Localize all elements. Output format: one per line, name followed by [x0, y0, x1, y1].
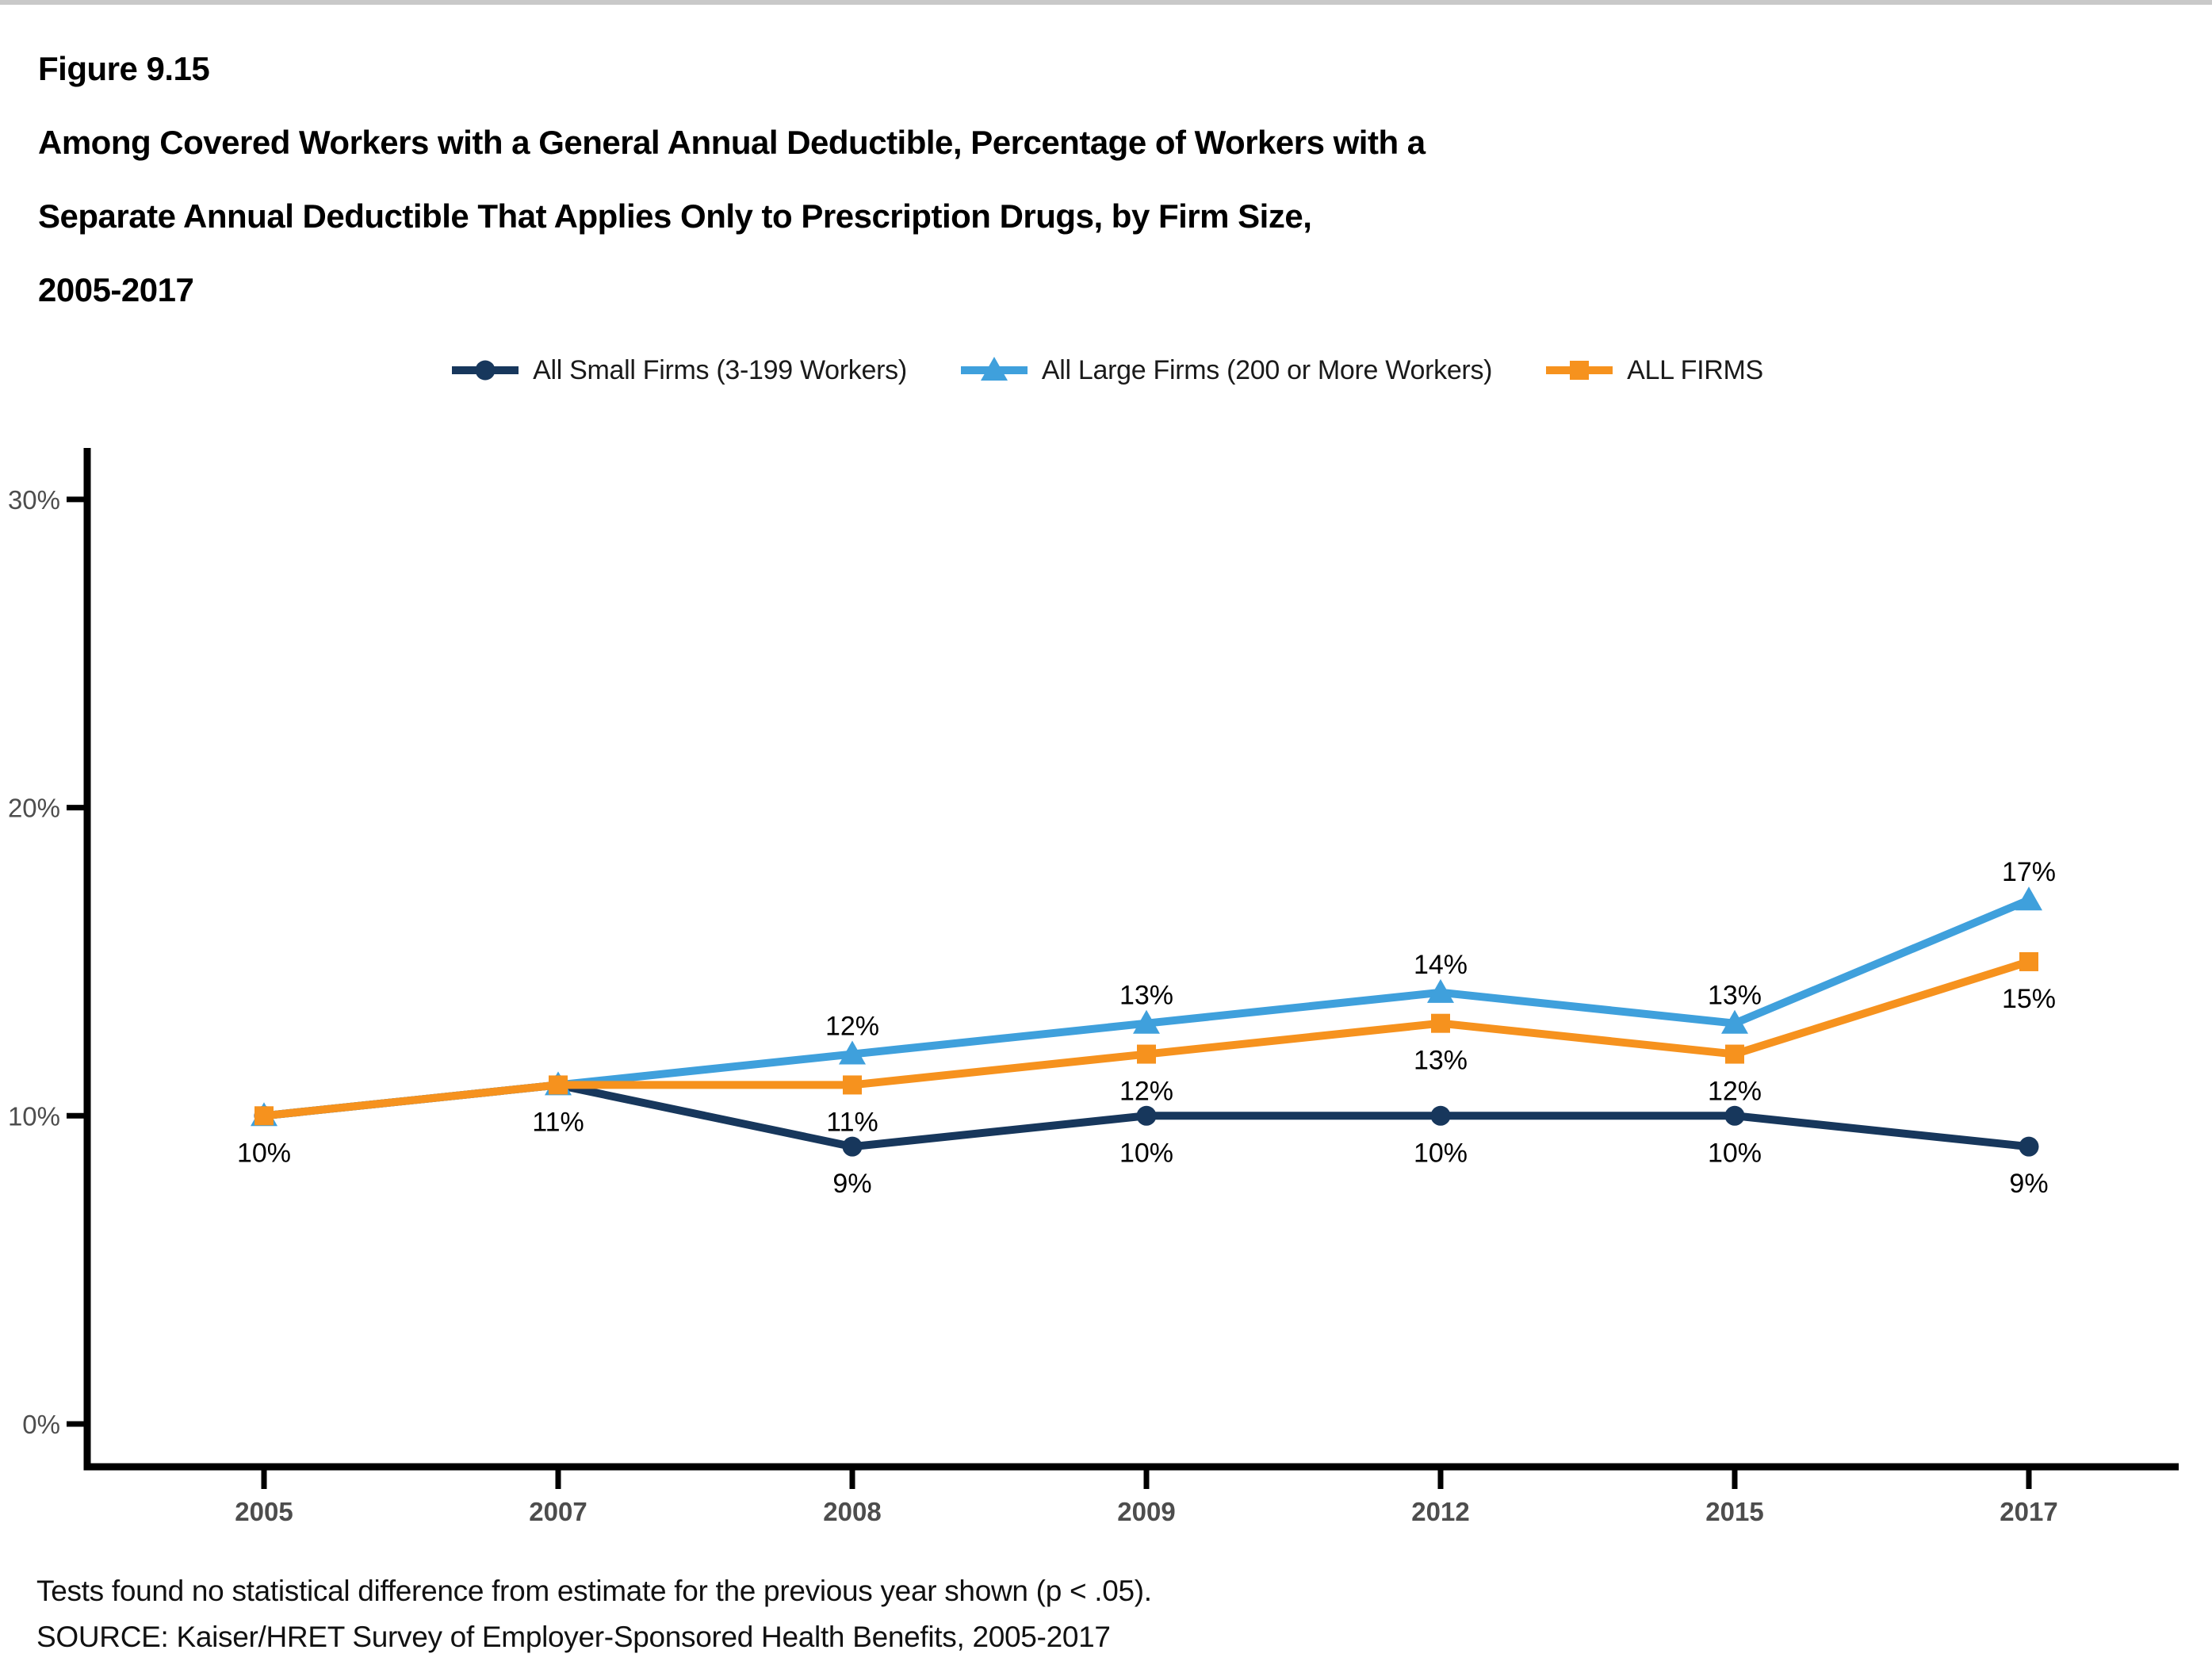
value-label: 14% — [1414, 950, 1468, 980]
value-label: 12% — [1119, 1077, 1173, 1107]
title-block: Figure 9.15 Among Covered Workers with a… — [38, 32, 1426, 327]
value-label: 10% — [1119, 1138, 1173, 1168]
y-axis-tick-label: 10% — [8, 1101, 60, 1131]
y-axis-tick-label: 20% — [8, 794, 60, 823]
legend-marker-shape — [475, 360, 496, 381]
data-point-small-2008 — [842, 1136, 863, 1157]
value-label: 17% — [2002, 857, 2056, 887]
x-axis-tick-label: 2005 — [235, 1497, 293, 1526]
x-axis-tick-label: 2012 — [1411, 1497, 1469, 1526]
value-label: 13% — [1119, 981, 1173, 1011]
figure-number: Figure 9.15 — [38, 50, 210, 87]
value-label: 10% — [1414, 1138, 1468, 1168]
source-note: SOURCE: Kaiser/HRET Survey of Employer-S… — [36, 1621, 1111, 1653]
figure-title-line-1: Among Covered Workers with a General Ann… — [38, 124, 1426, 161]
footer-block: Tests found no statistical difference fr… — [36, 1568, 1152, 1660]
line-triangle-marker-icon — [960, 357, 1028, 381]
line-circle-marker-icon — [452, 360, 519, 381]
figure-title-line-3: 2005-2017 — [38, 271, 194, 308]
data-point-large-2009 — [1133, 1009, 1160, 1034]
data-point-large-2015 — [1721, 1009, 1748, 1034]
data-point-large-2012 — [1427, 978, 1454, 1003]
x-axis-tick-label: 2017 — [2000, 1497, 2057, 1526]
legend-item-large-firms: All Large Firms (200 or More Workers) — [958, 353, 1492, 388]
legend-label-all-firms: ALL FIRMS — [1627, 354, 1763, 385]
legend-marker-shape — [980, 357, 1008, 381]
data-point-large-2008 — [839, 1040, 866, 1065]
x-axis-tick-label: 2015 — [1705, 1497, 1763, 1526]
data-point-small-2017 — [2019, 1136, 2039, 1157]
footnote: Tests found no statistical difference fr… — [36, 1575, 1152, 1607]
data-point-all-2007 — [549, 1075, 568, 1095]
line-square-marker-icon — [1546, 361, 1613, 380]
data-point-large-2017 — [2015, 886, 2042, 911]
legend-item-all-firms: ALL FIRMS — [1543, 353, 1763, 388]
value-label: 12% — [825, 1012, 879, 1042]
chart-legend: All Small Firms (3-199 Workers) All Larg… — [0, 347, 2212, 393]
data-point-all-2015 — [1725, 1044, 1744, 1064]
value-label: 12% — [1708, 1077, 1762, 1107]
x-axis-tick-label: 2009 — [1117, 1497, 1175, 1526]
value-label: 11% — [532, 1107, 584, 1137]
data-point-all-2012 — [1431, 1013, 1450, 1033]
x-axis-tick-label: 2008 — [823, 1497, 881, 1526]
top-edge-divider — [0, 0, 2212, 5]
legend-marker-shape — [1570, 361, 1590, 380]
data-point-all-2008 — [843, 1075, 862, 1095]
data-point-all-2009 — [1137, 1044, 1156, 1064]
value-label: 11% — [826, 1107, 878, 1137]
value-label: 10% — [1708, 1138, 1762, 1168]
legend-label-large-firms: All Large Firms (200 or More Workers) — [1041, 354, 1493, 385]
value-label: 9% — [2009, 1169, 2048, 1199]
data-point-small-2012 — [1430, 1105, 1451, 1126]
data-point-all-2017 — [2019, 951, 2038, 971]
legend-label-small-firms: All Small Firms (3-199 Workers) — [533, 354, 907, 385]
value-label: 9% — [832, 1169, 871, 1199]
value-label: 10% — [237, 1138, 291, 1168]
figure-title-line-2: Separate Annual Deductible That Applies … — [38, 197, 1312, 235]
data-point-small-2009 — [1136, 1105, 1157, 1126]
value-label: 13% — [1414, 1046, 1468, 1076]
x-axis-tick-label: 2007 — [529, 1497, 587, 1526]
data-point-all-2005 — [254, 1106, 274, 1126]
y-axis-tick-label: 30% — [8, 485, 60, 515]
legend-item-small-firms: All Small Firms (3-199 Workers) — [449, 353, 907, 388]
value-label: 13% — [1708, 981, 1762, 1011]
value-label: 15% — [2002, 984, 2056, 1014]
data-point-small-2015 — [1724, 1105, 1745, 1126]
y-axis-tick-label: 0% — [22, 1410, 60, 1439]
